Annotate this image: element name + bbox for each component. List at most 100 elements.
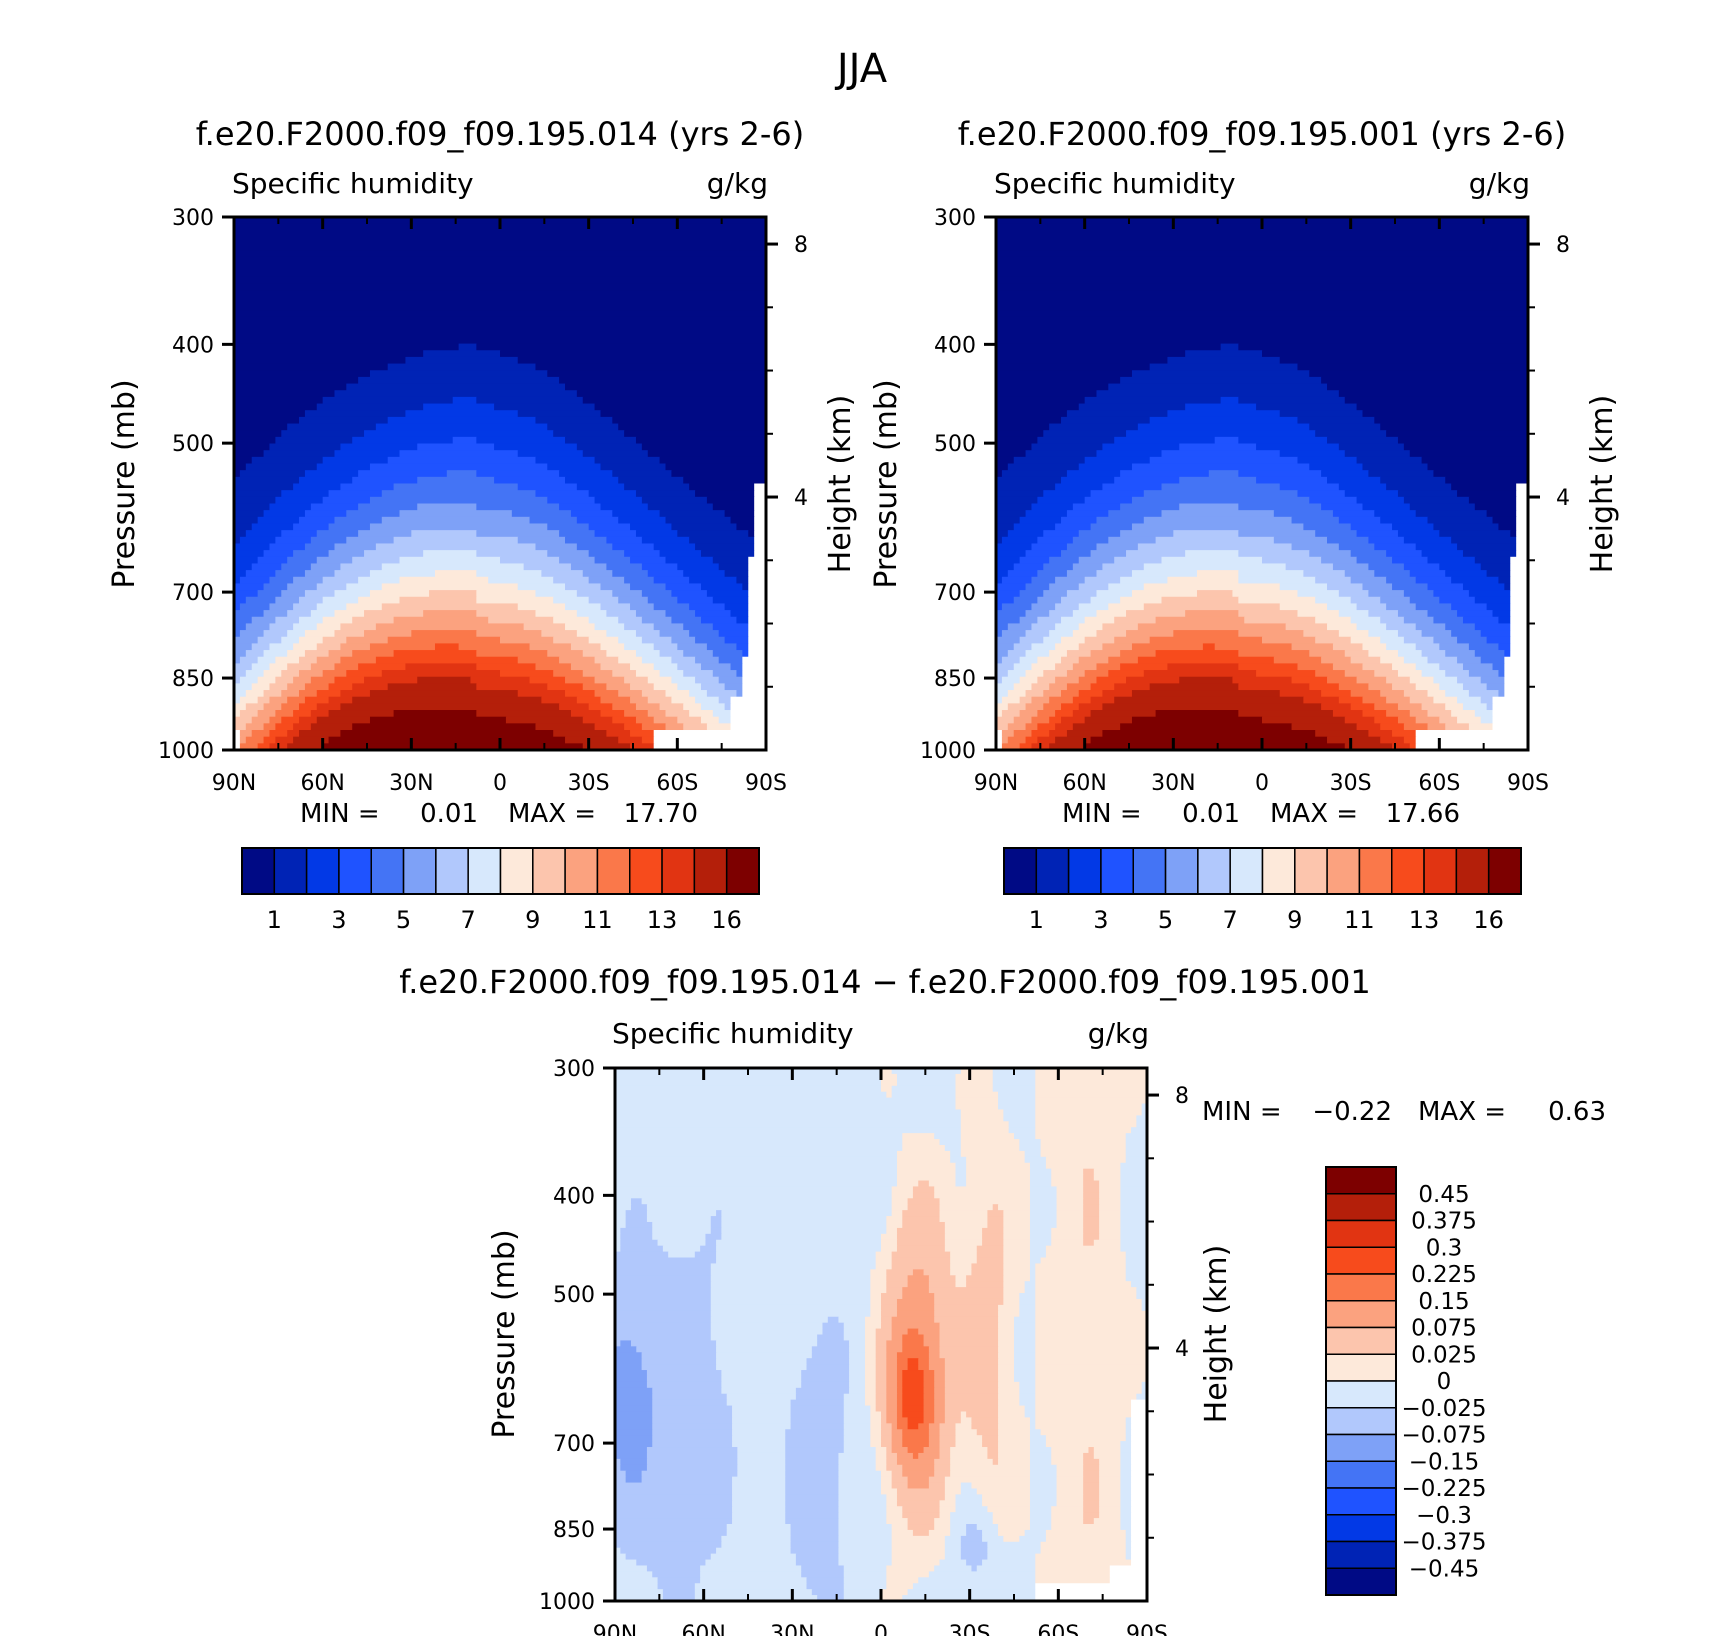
- panel-a-contour-band: [541, 570, 584, 578]
- panel-b-contour-band: [1468, 723, 1494, 731]
- panel-c-contour-band: [652, 1423, 733, 1430]
- panel-b-contour-band: [1350, 656, 1381, 664]
- panel-a-contour-band: [588, 576, 625, 585]
- y-tick-label: 400: [553, 1184, 595, 1209]
- panel-a-contour-band: [748, 650, 766, 658]
- panel-a-contour-band: [387, 636, 501, 644]
- panel-b-contour-band: [1013, 683, 1033, 691]
- panel-a-contour-band: [559, 503, 602, 511]
- panel-a-contour-band: [352, 616, 395, 625]
- panel-c-contour-band: [987, 1221, 1004, 1229]
- panel-c-contour-band: [1136, 1115, 1147, 1122]
- panel-b-contour-band: [1061, 656, 1080, 664]
- panel-c-contour-band: [865, 1381, 877, 1389]
- panel-c-contour-band: [843, 1429, 871, 1436]
- panel-a-contour-band: [234, 616, 253, 625]
- panel-c-left-label: Specific humidity: [612, 1017, 854, 1050]
- panel-b-contour-band: [1486, 603, 1511, 611]
- panel-a-contour-band: [671, 636, 696, 644]
- panel-a-contour-band: [251, 730, 271, 738]
- x-tick-label: 60N: [300, 771, 344, 796]
- panel-c-contour-band: [886, 1565, 935, 1572]
- panel-b-contour-band: [1072, 723, 1121, 731]
- panel-c-contour-band: [891, 1553, 946, 1561]
- panel-a-contour-band: [316, 643, 341, 651]
- panel-c-contour-band: [1029, 1464, 1058, 1472]
- panel-a-contour-band: [641, 563, 678, 571]
- panel-c-contour-band: [1056, 1488, 1084, 1495]
- panel-c-contour-band: [881, 1079, 898, 1087]
- panel-b-contour-band: [996, 336, 1528, 345]
- panel-a-contour-band: [706, 643, 738, 651]
- colorbar-swatch: [629, 847, 663, 895]
- panel-c-contour-band: [790, 1411, 845, 1419]
- panel-b-contour-band: [1409, 596, 1440, 605]
- panel-c-contour-band: [896, 1458, 935, 1466]
- panel-b-contour-band: [1131, 570, 1198, 578]
- panel-b-contour-band: [1143, 603, 1281, 611]
- panel-b-contour-band: [1451, 630, 1482, 638]
- panel-b-contour-band: [1031, 696, 1050, 704]
- panel-c-contour-band: [923, 1334, 941, 1342]
- panel-c-contour-band: [615, 1334, 712, 1342]
- panel-a-contour-band: [334, 516, 383, 525]
- panel-b-contour-band: [1421, 630, 1452, 638]
- panel-c-contour-band: [960, 1553, 988, 1561]
- colorbar-label: −0.45: [1409, 1556, 1479, 1582]
- panel-c-contour-band: [646, 1210, 717, 1217]
- panel-c-contour-band: [865, 1399, 877, 1407]
- panel-b-contour-band: [1427, 610, 1458, 618]
- panel-a-contour-band: [234, 743, 241, 750]
- panel-c-contour-band: [732, 1488, 786, 1495]
- panel-b-contour-band: [1090, 650, 1121, 658]
- panel-c-contour-band: [615, 1370, 648, 1377]
- panel-a-contour-band: [257, 743, 271, 750]
- panel-a-contour-band: [257, 636, 282, 644]
- panel-b-contour-band: [1516, 536, 1528, 545]
- panel-a-contour-band: [245, 530, 282, 538]
- panel-c-contour-band: [1099, 1227, 1121, 1235]
- panel-c-contour-band: [1131, 1541, 1147, 1549]
- colorbar-swatch: [435, 847, 469, 895]
- panel-a-contour-band: [535, 610, 578, 618]
- panel-b-contour-band: [1238, 596, 1316, 605]
- colorbar-swatch: [596, 847, 631, 895]
- panel-b-contour-band: [1510, 623, 1528, 631]
- panel-c-contour-band: [896, 1150, 951, 1158]
- panel-b-contour-band: [1001, 536, 1038, 545]
- panel-c-contour-band: [732, 1417, 792, 1424]
- panel-b-contour-band: [1315, 670, 1346, 678]
- panel-c-contour-band: [1120, 1239, 1147, 1247]
- panel-c-contour-band: [998, 1316, 1015, 1324]
- panel-a-contour-band: [706, 590, 749, 598]
- panel-b-contour-band: [1126, 676, 1180, 684]
- panel-c-contour-band: [944, 1245, 978, 1253]
- panel-a-contour-band: [322, 743, 584, 750]
- panel-a-contour-band: [358, 376, 560, 385]
- panel-c-contour-band: [955, 1275, 967, 1282]
- panel-b-contour-band: [1238, 570, 1304, 578]
- panel-b-contour-band: [1445, 723, 1470, 731]
- panel-a-contour-band: [251, 616, 276, 625]
- panel-c-contour-band: [934, 1370, 946, 1377]
- panel-a-contour-band: [635, 630, 661, 638]
- panel-c-contour-band: [960, 1482, 973, 1490]
- panel-b-contour-band: [1303, 523, 1352, 531]
- panel-a-contour-band: [275, 723, 294, 731]
- panel-a-contour-band: [381, 563, 525, 571]
- panel-b-contour-band: [1451, 483, 1517, 491]
- panel-a-contour-band: [281, 716, 300, 724]
- panel-c-contour-band: [1029, 1494, 1058, 1501]
- panel-a-contour-band: [328, 736, 566, 744]
- panel-c-contour-band: [912, 1186, 935, 1193]
- panel-b-contour-band: [1403, 590, 1435, 598]
- panel-b-contour-band: [996, 736, 1003, 744]
- panel-c-contour-band: [902, 1429, 930, 1436]
- panel-a-contour-band: [665, 710, 690, 718]
- panel-c-contour-band: [998, 1358, 1015, 1365]
- panel-b-contour-band: [1433, 590, 1470, 598]
- panel-b-contour-band: [1403, 536, 1452, 545]
- panel-b-contour-band: [1055, 723, 1074, 731]
- panel-c-contour-band: [843, 1393, 866, 1401]
- panel-c-contour-band: [966, 1411, 999, 1419]
